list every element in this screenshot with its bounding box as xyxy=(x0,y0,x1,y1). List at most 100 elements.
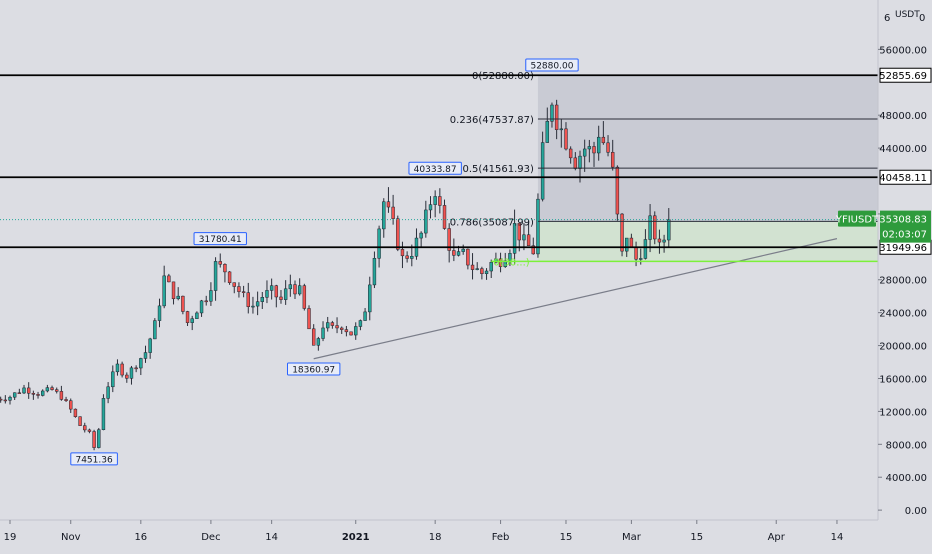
price-axis-tick-label: 0.00 xyxy=(905,506,927,517)
candle-body xyxy=(120,363,124,376)
candle-body xyxy=(36,394,40,396)
candle-body xyxy=(73,408,78,417)
candle-body xyxy=(246,292,250,307)
candle-body xyxy=(157,305,162,321)
time-axis-tick-label: Apr xyxy=(768,532,786,543)
price-axis-level-box xyxy=(879,67,932,83)
candle-body xyxy=(326,322,330,329)
price-axis-level-label: 31949.96 xyxy=(879,243,927,254)
candle-body xyxy=(227,271,232,283)
candle-body xyxy=(531,245,535,255)
candle-body xyxy=(615,166,620,215)
candle-body xyxy=(456,251,461,256)
candle-body xyxy=(512,223,517,254)
candle-body xyxy=(209,290,213,302)
candle-body xyxy=(279,296,283,300)
candle-body xyxy=(606,142,610,153)
candle-body xyxy=(297,285,302,295)
candle-body xyxy=(438,196,442,206)
support-trendline[interactable] xyxy=(313,238,838,360)
current-price-box xyxy=(880,210,931,243)
candle-body xyxy=(199,300,204,314)
candle-body xyxy=(540,142,545,200)
price-annotation-box xyxy=(193,232,247,246)
price-axis[interactable]: 6 USDT 0 56000.0048000.0044000.0036000.0… xyxy=(835,0,932,520)
price-axis-tick-label: 16000.00 xyxy=(879,374,927,385)
candle-body xyxy=(648,215,652,240)
price-axis-top-tick: 6 xyxy=(884,13,890,24)
price-axis-tick-label: 12000.00 xyxy=(879,407,927,418)
candle-body xyxy=(185,311,190,323)
candle-body xyxy=(55,389,59,392)
candle-body xyxy=(22,387,26,394)
candle-body xyxy=(489,262,493,272)
candle-body xyxy=(237,286,241,292)
candle-body xyxy=(410,255,414,259)
candle-body xyxy=(260,297,264,302)
candle-body xyxy=(662,239,666,243)
time-axis-tick-label: 2021 xyxy=(342,532,370,543)
fib-level-label: 0.786(35087.99) xyxy=(450,217,534,228)
fib-level-label: 0.236(47537.87) xyxy=(450,115,534,126)
candle-body xyxy=(190,318,194,323)
candle-body xyxy=(204,300,208,303)
candle-body xyxy=(424,209,428,234)
candle-body xyxy=(447,228,451,251)
time-axis-tick-label: Nov xyxy=(61,532,81,543)
candle-body xyxy=(251,305,255,308)
fib-level-label: 0.5(41561.93) xyxy=(463,164,535,175)
candle-body xyxy=(554,104,559,130)
candle-body xyxy=(391,206,395,219)
candle-body xyxy=(293,284,297,295)
candle-body xyxy=(288,284,293,290)
time-axis-tick-label: 14 xyxy=(265,532,278,543)
candle-body xyxy=(265,290,269,298)
candle-body xyxy=(526,234,531,246)
candle-body xyxy=(475,268,479,270)
candle-body xyxy=(195,312,199,319)
candle-body xyxy=(153,320,157,340)
candle-body xyxy=(344,329,349,333)
time-axis-tick-label: 16 xyxy=(134,532,147,543)
fib-level-green-label: 0(30...) xyxy=(493,257,530,268)
price-axis-tick-label: 56000.00 xyxy=(879,45,927,56)
candle-body xyxy=(564,128,568,150)
price-axis-top-value: 0 xyxy=(919,13,925,24)
candle-body xyxy=(442,205,447,229)
time-axis-tick-label: Feb xyxy=(492,532,510,543)
candle-body xyxy=(452,250,456,256)
price-axis-background xyxy=(878,0,932,520)
candle-body xyxy=(134,367,138,370)
candle-body xyxy=(302,285,307,309)
candle-body xyxy=(59,391,64,400)
candle-body xyxy=(129,367,134,379)
candle-body xyxy=(97,429,101,448)
candle-body xyxy=(545,121,549,143)
candle-body xyxy=(601,136,606,144)
candle-body xyxy=(321,327,325,339)
candle-body xyxy=(582,148,587,157)
candle-body xyxy=(368,284,372,313)
candle-body xyxy=(625,237,629,252)
price-axis-tick-label: 24000.00 xyxy=(879,309,927,320)
candle-body xyxy=(592,146,596,154)
candle-body xyxy=(330,322,335,326)
candle-body xyxy=(106,386,110,399)
candle-body xyxy=(517,223,521,241)
candle-body xyxy=(470,264,475,270)
candle-body xyxy=(386,201,391,208)
price-axis-level-box xyxy=(879,169,932,185)
price-annotation-box xyxy=(408,161,462,175)
candle-body xyxy=(354,326,358,336)
candle-body xyxy=(340,327,344,330)
candle-body xyxy=(480,268,484,274)
time-axis[interactable]: 19 Nov 16 Dec 14 2021 18 Feb 15 Mar 15 Apr 14 xyxy=(0,519,932,550)
time-axis-background xyxy=(0,520,932,550)
candle-body xyxy=(461,248,465,252)
candle-body xyxy=(405,255,409,259)
time-axis-tick-label: Dec xyxy=(201,532,220,543)
candle-body xyxy=(587,146,592,150)
price-annotation-label: 40333.87 xyxy=(414,165,457,175)
